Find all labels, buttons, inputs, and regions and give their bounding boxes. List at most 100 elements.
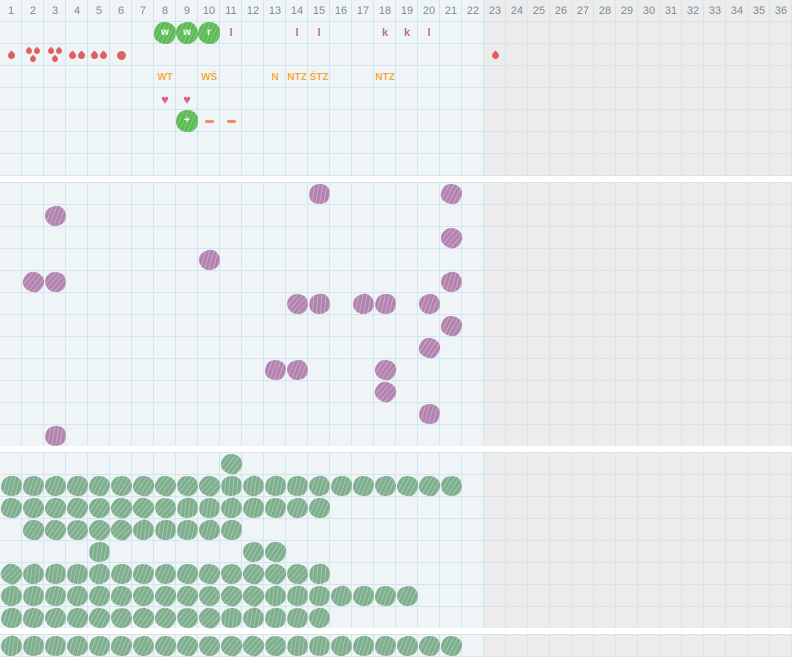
sage-blob-marker[interactable] [284, 474, 310, 498]
sage-blob-marker[interactable] [109, 606, 133, 630]
sage-blob-marker[interactable] [373, 634, 397, 658]
sage-blob-marker[interactable] [20, 633, 46, 659]
sage-blob-marker[interactable] [218, 633, 244, 659]
purple-blob-marker[interactable] [42, 423, 68, 449]
sage-blob-marker[interactable] [217, 605, 245, 631]
sage-blob-marker[interactable] [417, 474, 441, 498]
sage-blob-marker[interactable] [196, 634, 222, 658]
sage-blob-marker[interactable] [0, 583, 24, 609]
sage-blob-marker[interactable] [44, 607, 66, 629]
sage-blob-marker[interactable] [395, 475, 419, 497]
sage-blob-marker[interactable] [42, 634, 68, 658]
purple-blob-marker[interactable] [306, 181, 332, 207]
sage-blob-marker[interactable] [197, 518, 221, 542]
sage-blob-marker[interactable] [307, 606, 331, 630]
sage-blob-marker[interactable] [154, 563, 176, 585]
sage-blob-marker[interactable] [65, 584, 89, 608]
purple-blob-marker[interactable] [417, 336, 441, 360]
purple-blob-marker[interactable] [350, 291, 376, 317]
sage-blob-marker[interactable] [306, 633, 332, 659]
sage-blob-marker[interactable] [305, 561, 333, 587]
orange-code-label[interactable]: WŚ [200, 71, 218, 83]
sage-blob-marker[interactable] [329, 475, 353, 497]
sage-blob-marker[interactable] [262, 606, 288, 630]
sage-blob-marker[interactable] [108, 496, 134, 520]
green-crop-marker[interactable]: w [176, 22, 198, 44]
dot-marker[interactable] [110, 44, 132, 66]
green-crop-marker[interactable]: w [154, 22, 176, 44]
sage-blob-marker[interactable] [196, 584, 222, 608]
sage-blob-marker[interactable] [86, 562, 112, 586]
droplet-marker[interactable] [88, 44, 110, 66]
purple-blob-marker[interactable] [263, 359, 287, 381]
pink-letter-marker[interactable]: l [317, 27, 321, 39]
sage-blob-marker[interactable] [42, 561, 68, 587]
sage-blob-marker[interactable] [308, 497, 330, 519]
sage-blob-marker[interactable] [285, 497, 309, 519]
purple-blob-marker[interactable] [372, 379, 398, 405]
sage-blob-marker[interactable] [196, 473, 222, 499]
sage-blob-marker[interactable] [152, 474, 178, 498]
green-crop-marker[interactable]: r [198, 22, 220, 44]
sage-blob-marker[interactable] [284, 583, 310, 609]
orange-code-label[interactable]: NTZ [375, 71, 395, 83]
grid-section-schedule[interactable]: 1 2 3 4 5 6 7 8 9 10 11 12 13 14 15 16 17 18 19 20 21 22 23 24 2… [0, 0, 792, 176]
sage-blob-marker[interactable] [65, 496, 89, 520]
sage-blob-marker[interactable] [152, 517, 178, 543]
sage-blob-marker[interactable] [109, 475, 133, 497]
sage-blob-marker[interactable] [174, 605, 200, 631]
sage-blob-marker[interactable] [262, 473, 288, 499]
sage-blob-marker[interactable] [21, 474, 45, 498]
sage-blob-marker[interactable] [64, 561, 90, 587]
sage-blob-marker[interactable] [261, 633, 289, 659]
sage-blob-marker[interactable] [175, 634, 199, 658]
sage-blob-marker[interactable] [0, 633, 24, 659]
sage-blob-marker[interactable] [307, 474, 331, 498]
pink-letter-marker[interactable]: l [295, 27, 299, 39]
sage-blob-marker[interactable] [110, 585, 132, 607]
sage-blob-marker[interactable] [87, 585, 111, 607]
sage-blob-marker[interactable] [151, 495, 179, 521]
pink-letter-marker[interactable]: l [427, 27, 431, 39]
purple-blob-marker[interactable] [197, 248, 221, 272]
sage-blob-marker[interactable] [66, 607, 88, 629]
sage-blob-marker[interactable] [175, 584, 199, 608]
orange-code-label[interactable]: N [271, 71, 279, 83]
sage-blob-marker[interactable] [87, 496, 111, 520]
droplet-marker[interactable] [66, 44, 88, 66]
sage-blob-marker[interactable] [65, 634, 89, 658]
sage-blob-marker[interactable] [43, 497, 67, 519]
sage-blob-marker[interactable] [176, 563, 198, 585]
dash-marker[interactable] [220, 110, 242, 132]
sage-blob-marker[interactable] [240, 605, 266, 631]
droplet-marker[interactable] [22, 44, 44, 66]
sage-blob-marker[interactable] [22, 497, 44, 519]
sage-blob-marker[interactable] [328, 634, 354, 658]
sage-blob-marker[interactable] [261, 583, 289, 609]
sage-blob-marker[interactable] [0, 561, 25, 587]
purple-blob-marker[interactable] [438, 225, 464, 251]
purple-blob-marker[interactable] [439, 270, 463, 294]
grid-section-green-upper[interactable] [0, 451, 792, 631]
sage-blob-marker[interactable] [87, 635, 111, 657]
sage-blob-marker[interactable] [240, 473, 266, 499]
sage-blob-marker[interactable] [283, 633, 311, 659]
purple-blob-marker[interactable] [416, 402, 442, 426]
sage-blob-marker[interactable] [132, 635, 154, 657]
sage-blob-marker[interactable] [218, 583, 244, 609]
sage-blob-marker[interactable] [218, 495, 244, 521]
sage-blob-marker[interactable] [109, 562, 133, 586]
sage-blob-marker[interactable] [219, 518, 243, 542]
purple-blob-marker[interactable] [305, 291, 333, 317]
grid-section-green-lower[interactable] [0, 633, 792, 659]
orange-code-label[interactable]: NTZ [287, 71, 307, 83]
orange-code-label[interactable]: ŚTZ [309, 71, 329, 83]
sage-blob-marker[interactable] [196, 495, 222, 521]
sage-blob-marker[interactable] [0, 606, 23, 630]
sage-blob-marker[interactable] [285, 606, 309, 630]
sage-blob-marker[interactable] [217, 473, 245, 499]
sage-blob-marker[interactable] [19, 561, 47, 587]
purple-blob-marker[interactable] [439, 183, 463, 205]
sage-blob-marker[interactable] [418, 635, 440, 657]
sage-blob-marker[interactable] [20, 584, 46, 608]
